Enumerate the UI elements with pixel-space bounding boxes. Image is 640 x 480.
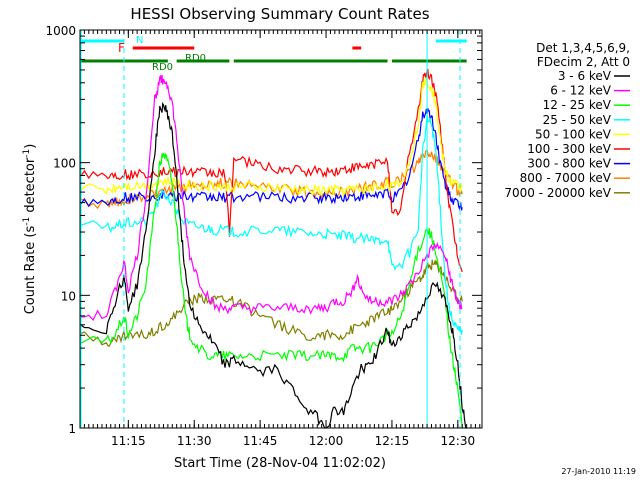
legend-label-300-800-kev: 300 - 800 keV xyxy=(527,157,611,171)
series-line-7000-20000-kev xyxy=(79,259,463,347)
legend: Det 1,3,4,5,6,9, FDecim 2, Att 0 3 - 6 k… xyxy=(504,41,630,200)
x-tick-label-11-30: 11:30 xyxy=(177,434,212,448)
series-line-100-300-kev xyxy=(79,68,463,273)
series-group xyxy=(79,68,467,429)
series-line-25-50-kev xyxy=(79,115,463,335)
x-tick-label-11-45: 11:45 xyxy=(243,434,278,448)
series-line-50-100-kev xyxy=(79,77,463,197)
y-tick-label-1000: 1000 xyxy=(45,24,76,38)
legend-label-12-25-kev: 12 - 25 keV xyxy=(543,98,612,112)
legend-label-800-7000-kev: 800 - 7000 keV xyxy=(520,171,612,185)
legend-header-line-2: FDecim 2, Att 0 xyxy=(537,55,630,69)
series-line-6-12-kev xyxy=(80,74,463,322)
legend-label-6-12-kev: 6 - 12 keV xyxy=(550,84,612,98)
y-axis-label: Count Rate (s-1 detector-1) xyxy=(22,144,38,315)
annotation-rd0-bottom: RD0 xyxy=(152,62,173,73)
y-axis-ticks: 1 10 100 1000 xyxy=(45,24,482,436)
series-line-3-6-kev xyxy=(79,101,467,429)
y-tick-label-10: 10 xyxy=(61,289,76,303)
y-tick-label-100: 100 xyxy=(53,157,76,171)
x-tick-label-12-30: 12:30 xyxy=(441,434,476,448)
x-tick-label-12-15: 12:15 xyxy=(375,434,410,448)
legend-header-line-1: Det 1,3,4,5,6,9, xyxy=(536,41,630,55)
series-line-800-7000-kev xyxy=(79,149,463,210)
footer-timestamp: 27-Jan-2010 11:19 xyxy=(561,467,636,476)
y-tick-label-1: 1 xyxy=(68,422,76,436)
status-bars xyxy=(80,39,467,63)
x-axis-label: Start Time (28-Nov-04 11:02:02) xyxy=(174,456,386,471)
legend-label-3-6-kev: 3 - 6 keV xyxy=(558,69,612,83)
annotation-n: N xyxy=(136,35,143,46)
annotation-f: F xyxy=(118,41,125,55)
legend-label-100-300-kev: 100 - 300 keV xyxy=(527,142,611,156)
legend-label-50-100-kev: 50 - 100 keV xyxy=(535,127,612,141)
x-tick-label-12-00: 12:00 xyxy=(309,434,344,448)
marker-lines xyxy=(80,30,461,428)
chart-title: HESSI Observing Summary Count Rates xyxy=(130,5,429,23)
x-axis-ticks: 11:15 11:30 11:45 12:00 12:15 12:30 xyxy=(83,30,481,448)
legend-label-25-50-kev: 25 - 50 keV xyxy=(543,113,612,127)
plot-frame xyxy=(79,29,483,429)
x-tick-label-11-15: 11:15 xyxy=(111,434,146,448)
annotation-rd0-top: RD0 xyxy=(185,53,206,64)
legend-label-7000-20000-kev: 7000 - 20000 keV xyxy=(504,186,611,200)
series-line-12-25-kev xyxy=(79,152,463,429)
annotations: N F RD0 RD0 xyxy=(118,35,206,73)
